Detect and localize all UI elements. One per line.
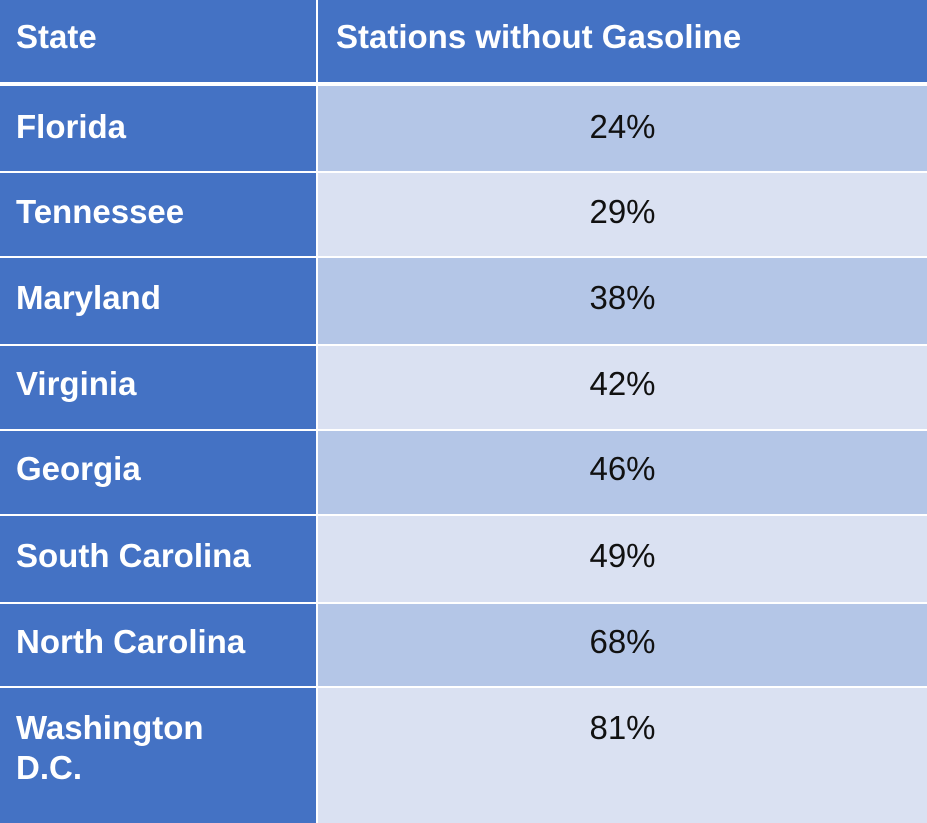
column-header-stations: Stations without Gasoline <box>318 0 927 82</box>
table-row: Georgia 46% <box>0 431 927 514</box>
table-row: Virginia 42% <box>0 346 927 429</box>
table-row: Washington D.C. 81% <box>0 688 927 823</box>
value-cell: 42% <box>318 346 927 429</box>
value-cell: 38% <box>318 258 927 344</box>
value-cell: 46% <box>318 431 927 514</box>
table-header-row: State Stations without Gasoline <box>0 0 927 82</box>
value-cell: 68% <box>318 604 927 686</box>
value-cell: 24% <box>318 86 927 171</box>
state-cell: Virginia <box>0 346 316 429</box>
table-row: Tennessee 29% <box>0 173 927 256</box>
state-cell: South Carolina <box>0 516 316 602</box>
state-cell: Maryland <box>0 258 316 344</box>
state-cell: Washington D.C. <box>0 688 316 823</box>
state-cell: North Carolina <box>0 604 316 686</box>
value-cell: 29% <box>318 173 927 256</box>
table-row: North Carolina 68% <box>0 604 927 686</box>
value-cell: 49% <box>318 516 927 602</box>
value-cell: 81% <box>318 688 927 823</box>
table-row: South Carolina 49% <box>0 516 927 602</box>
state-cell: Tennessee <box>0 173 316 256</box>
state-cell: Georgia <box>0 431 316 514</box>
table-row: Maryland 38% <box>0 258 927 344</box>
state-cell: Florida <box>0 86 316 171</box>
column-header-state: State <box>0 0 316 82</box>
table-row: Florida 24% <box>0 86 927 171</box>
